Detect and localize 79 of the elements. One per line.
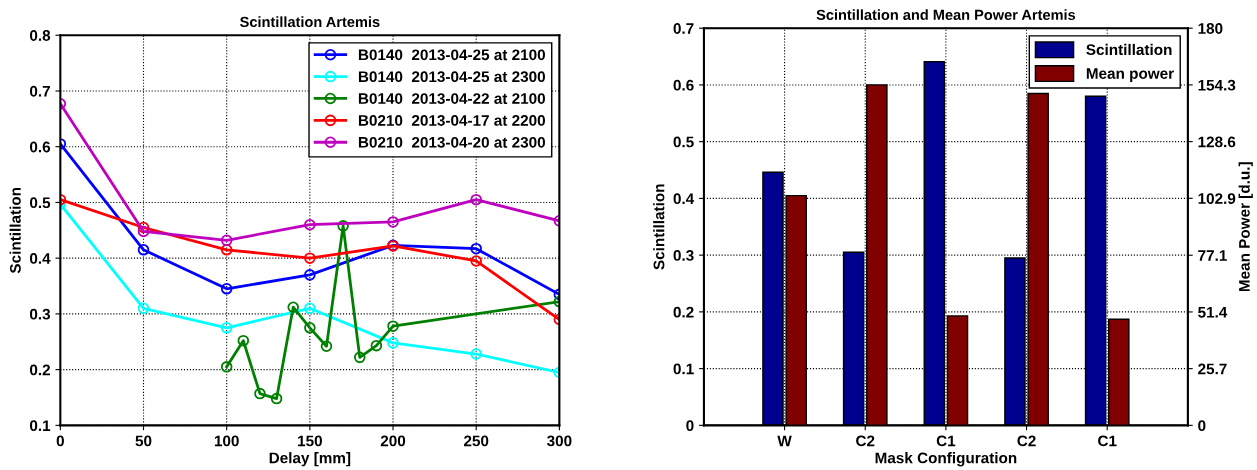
point [304, 302, 316, 315]
x-tick-label: W [777, 435, 792, 447]
point [137, 302, 150, 315]
point [220, 234, 233, 247]
point [470, 193, 482, 206]
point [254, 387, 266, 400]
y2-axis-title: Mean Power [d.u.] [1238, 162, 1253, 292]
point [370, 339, 383, 352]
y-tick-label: 0.6 [29, 141, 51, 153]
y2-tick-label: 0 [1198, 420, 1206, 432]
chart-title: Scintillation Artemis [240, 16, 380, 28]
y2-tick-label: 102.9 [1198, 193, 1236, 204]
y2-tick-label: 154.3 [1198, 79, 1236, 91]
point [304, 252, 316, 264]
legend-label: B0140 2013-04-22 at 2100 [358, 93, 546, 104]
y-tick-label: 0.6 [673, 79, 694, 91]
y-tick-label: 0 [686, 420, 694, 432]
point [387, 320, 399, 332]
point [237, 334, 250, 347]
point [220, 244, 233, 256]
point [320, 340, 333, 352]
x-tick-label: 0 [56, 435, 64, 447]
x-axis-title: Delay [mm] [269, 452, 351, 467]
x-tick-label: C2 [856, 435, 875, 447]
y2-tick-label: 77.1 [1198, 250, 1227, 261]
y-tick-label: 0.5 [29, 197, 51, 209]
y-tick-label: 0.4 [673, 193, 695, 205]
point [470, 255, 482, 267]
legend-label: B0140 2013-04-25 at 2100 [358, 49, 546, 61]
y-tick-label: 0.8 [29, 30, 51, 41]
y2-tick-label: 128.6 [1198, 136, 1236, 148]
legend-label: Mean power [1086, 68, 1174, 82]
x-tick-label: C1 [936, 435, 956, 447]
y2-tick-label: 25.7 [1198, 363, 1227, 375]
point [220, 283, 233, 295]
x-tick-label: 100 [214, 435, 239, 447]
point [470, 242, 482, 255]
y-tick-label: 0.2 [29, 364, 50, 376]
point [470, 348, 482, 360]
y-tick-label: 0.1 [29, 420, 51, 432]
legend-label: B0210 2013-04-17 at 2200 [358, 115, 546, 126]
x-tick-label: 250 [463, 435, 489, 447]
point [353, 351, 366, 364]
y-axis-title: Scintillation [653, 184, 665, 270]
x-tick-label: C2 [1017, 435, 1036, 447]
point [270, 392, 283, 405]
x-tick-label: 50 [135, 435, 152, 447]
y-tick-label: 0.7 [29, 85, 50, 97]
y-tick-label: 0.4 [29, 253, 51, 264]
x-tick-label: 300 [546, 435, 572, 447]
x-tick-label: 150 [298, 435, 322, 447]
point [287, 301, 299, 313]
point [220, 361, 233, 373]
y2-tick-label: 51.4 [1198, 306, 1228, 318]
x-axis-title: Mask Configuration [875, 452, 1017, 467]
legend-label: B0140 2013-04-25 at 2300 [358, 71, 546, 83]
point [220, 322, 233, 334]
point [387, 216, 399, 228]
y-axis-title: Scintillation [9, 187, 21, 274]
point [304, 218, 316, 231]
point [137, 221, 150, 234]
point [337, 220, 349, 232]
y-tick-label: 0.2 [673, 306, 694, 318]
x-tick-label: C1 [1098, 435, 1117, 447]
legend-label: Scintillation [1086, 43, 1172, 56]
legend-label: B0210 2013-04-20 at 2300 [358, 136, 546, 148]
point [137, 225, 150, 238]
y-tick-label: 0.5 [673, 136, 694, 148]
point [304, 269, 316, 281]
y-tick-label: 0.3 [673, 250, 694, 261]
x-tick-label: 200 [380, 435, 406, 447]
y-tick-label: 0.7 [673, 23, 694, 34]
point [387, 337, 399, 349]
y-tick-label: 0.3 [29, 308, 51, 320]
y-tick-label: 0.1 [673, 363, 694, 375]
point [137, 244, 150, 256]
point [304, 322, 316, 334]
chart-title: Scintillation and Mean Power Artemis [816, 9, 1076, 21]
y2-tick-label: 180 [1198, 23, 1223, 34]
